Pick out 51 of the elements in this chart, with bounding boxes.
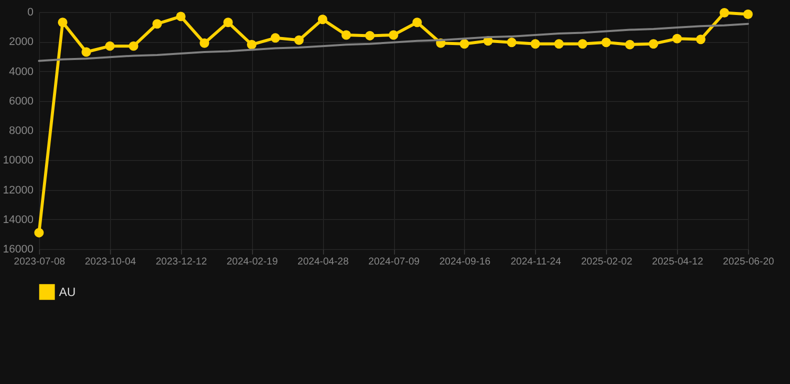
point (648, 39, 658, 49)
x-tick-label: 2024-09-16 (439, 256, 491, 268)
y-tick-label: 10000 (2, 154, 34, 167)
y-tick-label: 8000 (9, 125, 34, 137)
point (365, 30, 375, 40)
y-tick-label: 0 (27, 6, 34, 18)
point (294, 35, 304, 45)
point (530, 39, 540, 49)
point (34, 228, 44, 238)
point (318, 14, 328, 24)
x-tick-label: 2025-06-20 (722, 256, 775, 268)
point (743, 9, 753, 19)
y-tick-label: 14000 (2, 214, 34, 226)
y-tick-label: 12000 (2, 184, 34, 196)
point (554, 39, 564, 49)
point (506, 38, 516, 48)
x-tick-label: 2024-11-24 (510, 256, 562, 268)
point (82, 47, 92, 57)
point (128, 41, 138, 51)
x-tick-label: 2023-12-12 (156, 256, 208, 268)
legend-label: AU (59, 285, 76, 299)
point (246, 40, 256, 50)
y-tick-label: 6000 (9, 95, 34, 108)
point (176, 12, 186, 22)
point (578, 39, 588, 49)
x-tick-label: 2024-02-19 (226, 256, 278, 268)
point (341, 30, 351, 40)
point (270, 33, 280, 43)
point (672, 34, 682, 44)
point (105, 41, 115, 51)
x-tick-label: 2023-07-08 (14, 256, 66, 268)
point (601, 38, 611, 48)
x-tick-label: 2024-04-28 (298, 256, 350, 268)
line-series (38, 22, 749, 62)
point (152, 19, 162, 29)
y-tick-label: 4000 (9, 66, 34, 78)
point (720, 8, 730, 18)
y-tick-label: 16000 (2, 244, 34, 256)
x-tick-label: 2025-04-12 (652, 256, 704, 268)
point (696, 34, 706, 44)
point (223, 18, 233, 28)
point (58, 18, 68, 28)
point (200, 38, 210, 48)
point (388, 30, 398, 40)
x-tick-label: 2023-10-04 (84, 256, 136, 268)
y-tick-label: 2000 (9, 36, 34, 48)
point (460, 39, 470, 49)
point (625, 40, 635, 50)
x-tick-label: 2024-07-09 (368, 256, 420, 268)
point (412, 18, 422, 28)
x-tick-label: 2025-02-02 (581, 256, 633, 268)
